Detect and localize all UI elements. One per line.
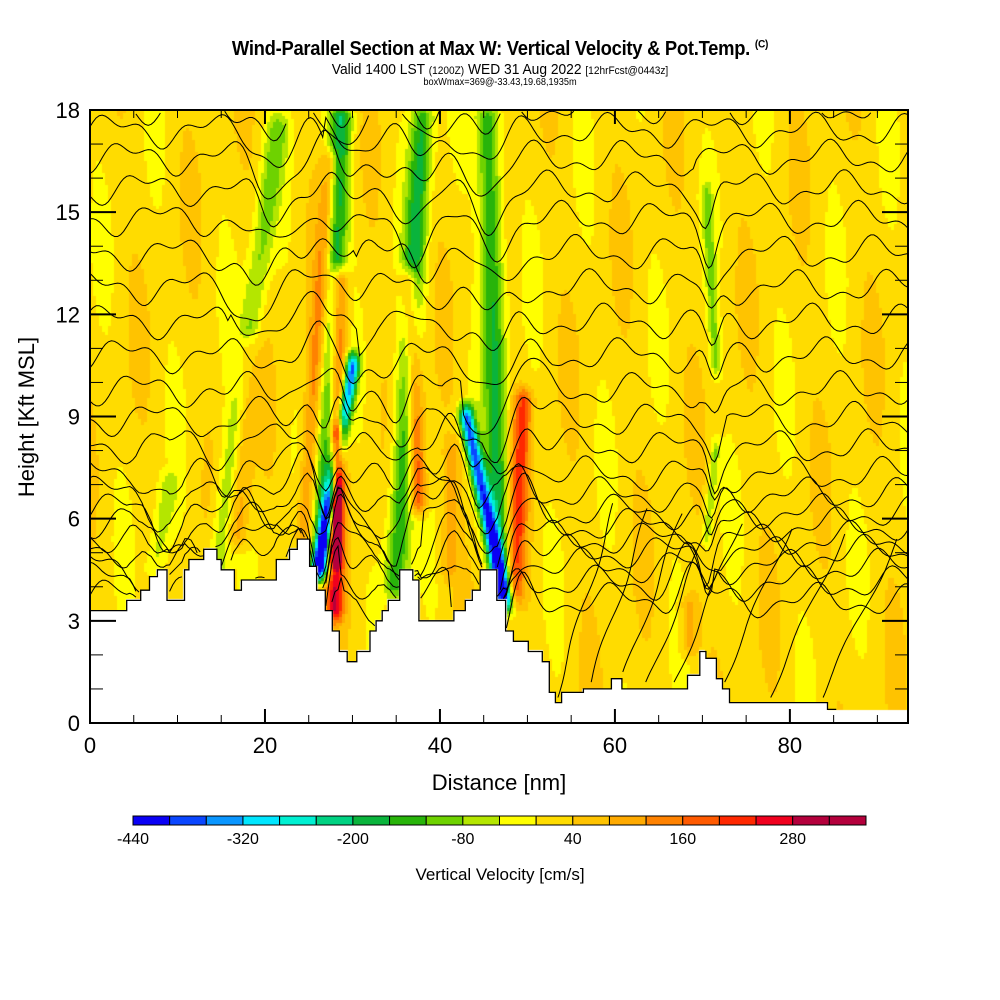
colorbar-swatch — [389, 815, 427, 826]
y-axis-title: Height [Kft MSL] — [14, 337, 39, 497]
isentrope-line — [89, 395, 908, 464]
isentrope-line — [724, 528, 793, 683]
colorbar-swatch — [755, 815, 794, 826]
colorbar-swatch — [425, 815, 464, 826]
y-axis-ticks: 0 3 6 9 12 15 18 — [56, 98, 908, 736]
isentrope-line — [645, 518, 714, 683]
x-tick-label: 60 — [603, 733, 627, 758]
isentrope-line — [89, 357, 908, 435]
colorbar-swatch — [169, 815, 207, 826]
colorbar-swatch — [645, 815, 684, 826]
copyright-mark: (C) — [754, 38, 769, 51]
colorbar-swatch — [499, 815, 537, 826]
y-tick-label: 18 — [56, 98, 80, 123]
x-tick-label: 80 — [778, 733, 802, 758]
isentrope-line — [822, 538, 898, 698]
valid-utc: (1200Z) — [428, 65, 465, 77]
colorbar-swatch — [828, 815, 867, 826]
isentrope-line — [89, 524, 908, 597]
isentrope-line — [770, 533, 846, 698]
colorbar-label: 280 — [779, 831, 806, 848]
colorbar-swatch — [315, 815, 354, 826]
chart-title-text: Wind-Parallel Section at Max W: Vertical… — [231, 38, 751, 60]
isentrope-line — [328, 109, 440, 130]
colorbar-label: -200 — [337, 831, 369, 848]
isentrope-line — [557, 503, 614, 698]
colorbar-swatch — [205, 815, 244, 826]
colorbar-label: 160 — [669, 831, 696, 848]
x-tick-label: 40 — [428, 733, 452, 758]
isentrope-line — [622, 513, 683, 673]
colorbar-swatch — [718, 815, 757, 826]
colorbar-swatch — [279, 815, 317, 826]
y-tick-label: 9 — [68, 405, 80, 430]
isentrope-line — [590, 508, 648, 683]
x-tick-label: 20 — [253, 733, 277, 758]
colorbar-label: -440 — [117, 831, 149, 848]
isentrope-line — [673, 523, 743, 683]
x-axis-ticks: 0 20 40 60 80 — [84, 110, 878, 758]
colorbar-label: 40 — [564, 831, 582, 848]
y-tick-label: 3 — [68, 609, 80, 634]
colorbar-label: -80 — [451, 831, 474, 848]
terrain-layer — [90, 538, 837, 723]
y-tick-label: 0 — [68, 711, 80, 736]
isentrope-line — [89, 480, 909, 568]
isentrope-line — [89, 320, 909, 386]
colorbar-swatch — [608, 815, 647, 826]
y-tick-label: 15 — [56, 200, 80, 225]
chart-title: Wind-Parallel Section at Max W: Vertical… — [40, 38, 960, 61]
colorbar-swatch — [682, 815, 720, 826]
colorbar-label: -320 — [227, 831, 259, 848]
chart-subtitle: Valid 1400 LST (1200Z) WED 31 Aug 2022 [… — [40, 61, 960, 78]
isentrope-line — [89, 268, 908, 322]
isentrope-line — [89, 290, 908, 357]
colorbar-swatch — [132, 815, 171, 826]
colorbar-swatch — [352, 815, 391, 826]
x-tick-label: 0 — [84, 733, 96, 758]
box-info: boxWmax=369@-33.43,19.68,1935m — [423, 77, 577, 88]
colorbar-swatch — [535, 815, 574, 826]
valid-time: Valid 1400 LST — [331, 61, 425, 78]
isentrope-line — [89, 233, 908, 290]
isentrope-line — [89, 447, 908, 535]
colorbar-swatch — [572, 815, 610, 826]
y-tick-label: 12 — [56, 302, 80, 327]
isentrope-lines — [89, 109, 909, 698]
isentrope-line — [89, 493, 908, 590]
x-axis-title: Distance [nm] — [432, 770, 567, 795]
colorbar-swatch — [242, 815, 281, 826]
isentrope-line — [89, 111, 908, 169]
colorbar-title: Vertical Velocity [cm/s] — [415, 865, 584, 884]
isentrope-line — [89, 528, 908, 606]
colorbar-swatch — [792, 815, 830, 826]
isentrope-line — [89, 129, 909, 200]
isentrope-line — [90, 199, 908, 269]
isentrope-line — [89, 169, 908, 237]
isentrope-line — [89, 561, 908, 629]
y-tick-label: 6 — [68, 507, 80, 532]
terrain-outline — [90, 538, 837, 711]
terrain-fill — [90, 539, 837, 723]
colorbar: -440 -320 -200 -80 40 160 280 — [117, 815, 867, 848]
isentrope-line — [135, 109, 872, 145]
valid-date: WED 31 Aug 2022 — [467, 61, 582, 78]
forecast-info: [12hrFcst@0443z] — [585, 65, 669, 77]
isentrope-line — [89, 412, 908, 495]
colorbar-swatch — [462, 815, 501, 826]
isentrope-line — [89, 472, 908, 554]
isentrope-line — [89, 442, 908, 510]
